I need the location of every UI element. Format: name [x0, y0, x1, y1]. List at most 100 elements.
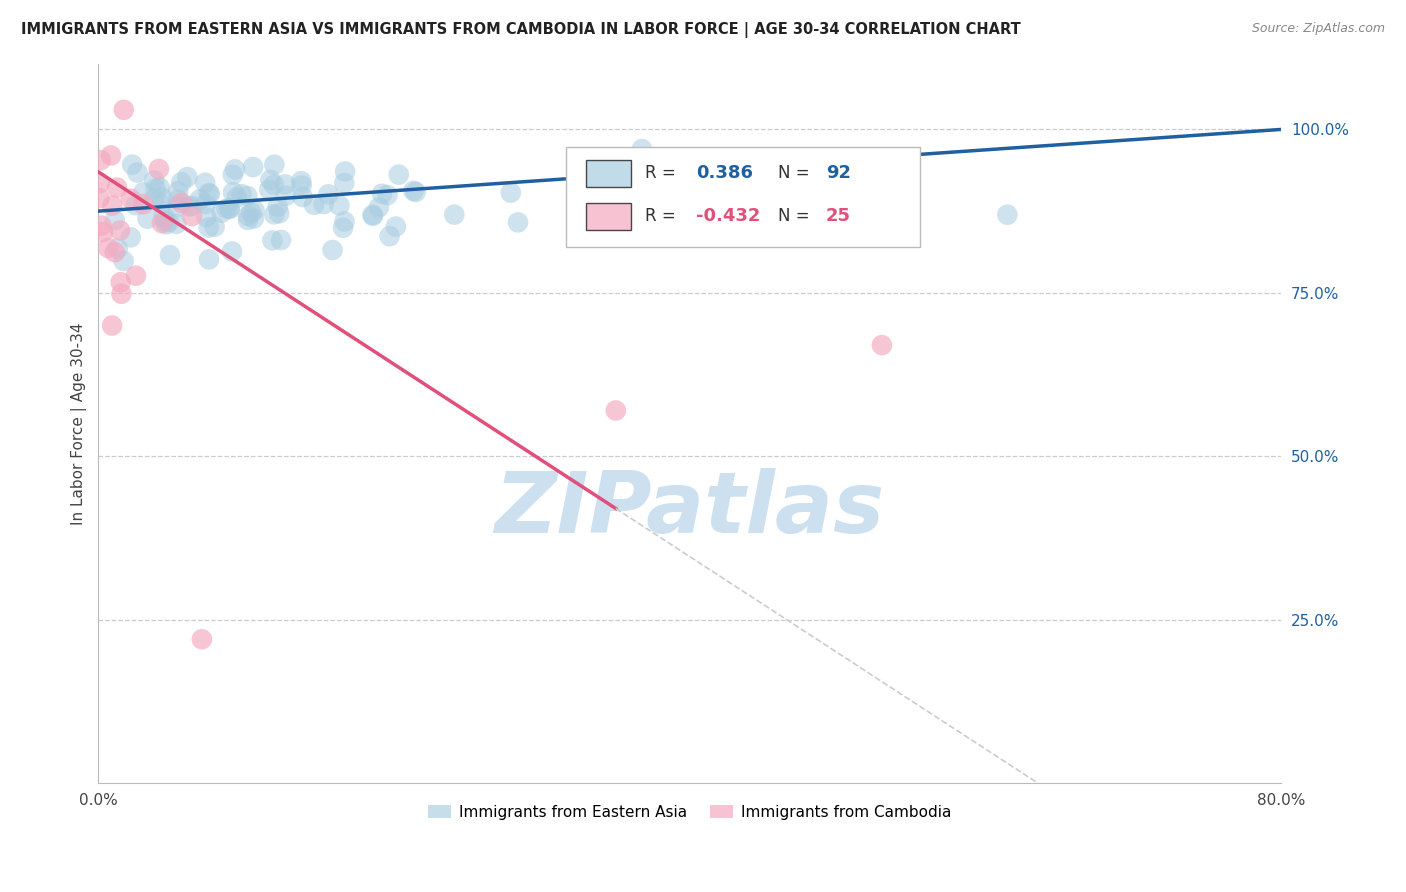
Point	[361, 208, 384, 222]
Point	[180, 199, 202, 213]
Point	[236, 189, 259, 203]
Point	[322, 243, 344, 257]
Point	[402, 184, 425, 198]
Point	[274, 188, 297, 202]
Text: IMMIGRANTS FROM EASTERN ASIA VS IMMIGRANTS FROM CAMBODIA IN LABOR FORCE | AGE 30: IMMIGRANTS FROM EASTERN ASIA VS IMMIGRAN…	[21, 22, 1021, 38]
Point	[198, 252, 221, 267]
Point	[194, 176, 217, 190]
Point	[194, 197, 217, 211]
Point	[121, 158, 143, 172]
Y-axis label: In Labor Force | Age 30-34: In Labor Force | Age 30-34	[72, 322, 87, 524]
Point	[225, 190, 247, 204]
Point	[120, 230, 142, 244]
Point	[167, 184, 190, 198]
FancyBboxPatch shape	[586, 160, 630, 187]
Point	[153, 213, 176, 227]
Point	[443, 208, 465, 222]
Point	[240, 205, 263, 219]
Point	[89, 176, 111, 190]
Text: N =: N =	[779, 164, 810, 182]
Point	[198, 186, 221, 201]
Point	[631, 142, 654, 156]
Point	[101, 198, 124, 212]
Text: 0.386: 0.386	[696, 164, 752, 182]
Point	[191, 632, 214, 647]
Point	[269, 206, 291, 220]
Point	[236, 213, 259, 227]
Point	[291, 178, 314, 193]
Point	[263, 178, 285, 192]
Point	[378, 229, 401, 244]
Text: 92: 92	[825, 164, 851, 182]
Point	[97, 241, 120, 255]
Point	[148, 161, 170, 176]
Point	[333, 164, 356, 178]
Text: N =: N =	[779, 208, 810, 226]
Point	[89, 191, 111, 205]
Legend: Immigrants from Eastern Asia, Immigrants from Cambodia: Immigrants from Eastern Asia, Immigrants…	[422, 798, 957, 826]
Point	[224, 162, 246, 177]
Point	[90, 219, 112, 233]
Point	[143, 173, 166, 187]
Point	[120, 192, 142, 206]
Point	[385, 219, 408, 234]
Text: ZIPatlas: ZIPatlas	[495, 468, 884, 551]
Point	[236, 209, 259, 223]
Point	[267, 200, 290, 214]
Point	[211, 205, 233, 219]
Point	[181, 209, 204, 223]
Point	[270, 233, 292, 247]
Point	[218, 201, 240, 215]
Point	[215, 202, 238, 216]
Point	[333, 214, 356, 228]
Point	[291, 190, 314, 204]
Point	[177, 200, 200, 214]
Point	[110, 286, 132, 301]
Point	[302, 198, 325, 212]
Point	[143, 192, 166, 206]
Text: -0.432: -0.432	[696, 208, 761, 226]
Point	[152, 209, 174, 223]
Point	[167, 193, 190, 207]
Point	[263, 207, 285, 221]
Point	[108, 223, 131, 237]
Point	[222, 168, 245, 182]
Point	[243, 203, 266, 218]
Point	[136, 211, 159, 226]
Point	[259, 173, 281, 187]
Point	[150, 191, 173, 205]
Point	[125, 198, 148, 212]
Point	[107, 242, 129, 256]
FancyBboxPatch shape	[586, 202, 630, 230]
Point	[221, 244, 243, 259]
Point	[170, 195, 193, 210]
Point	[195, 211, 218, 225]
Point	[150, 197, 173, 211]
Point	[104, 213, 127, 227]
Point	[377, 188, 399, 202]
Point	[222, 186, 245, 200]
Point	[105, 180, 128, 194]
Point	[155, 217, 177, 231]
Point	[388, 168, 411, 182]
Point	[242, 160, 264, 174]
Point	[101, 318, 124, 333]
Point	[132, 186, 155, 200]
Text: 25: 25	[825, 208, 851, 226]
Point	[188, 193, 211, 207]
Point	[605, 403, 627, 417]
Point	[499, 186, 522, 200]
Point	[197, 186, 219, 201]
Point	[361, 209, 384, 223]
Point	[127, 165, 149, 179]
Point	[90, 153, 112, 168]
Text: Source: ZipAtlas.com: Source: ZipAtlas.com	[1251, 22, 1385, 36]
Point	[204, 219, 226, 234]
Point	[176, 170, 198, 185]
Point	[333, 176, 356, 190]
Point	[231, 187, 253, 202]
FancyBboxPatch shape	[565, 147, 921, 247]
Point	[125, 268, 148, 283]
Point	[243, 211, 266, 226]
Point	[312, 197, 335, 211]
